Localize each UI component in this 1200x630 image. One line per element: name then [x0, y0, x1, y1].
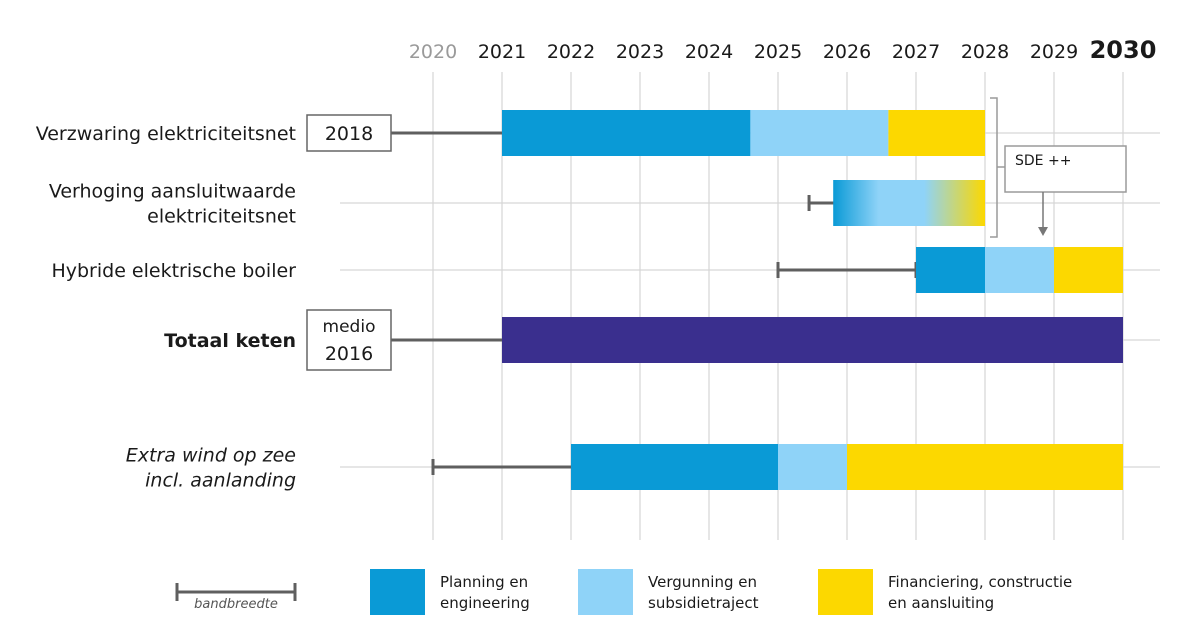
row-label-totaal: Totaal keten — [164, 330, 296, 352]
year-tick-2027: 2027 — [892, 41, 940, 63]
bar-layer — [502, 110, 1123, 490]
legend: bandbreedte Planning en engineering Vergunn… — [175, 569, 1072, 615]
bar-wind-vergunning — [778, 444, 847, 490]
bar-hybride-planning — [916, 247, 985, 293]
row-label-verhoging: Verhoging aansluitwaarde — [49, 181, 296, 203]
year-tick-2029: 2029 — [1030, 41, 1078, 63]
year-tick-2021: 2021 — [478, 41, 526, 63]
legend-band-label: bandbreedte — [194, 597, 278, 612]
year-tick-2030: 2030 — [1090, 36, 1157, 64]
row-label-verhoging: elektriciteitsnet — [147, 206, 296, 228]
year-tick-2024: 2024 — [685, 41, 733, 63]
row-label-verzwaring: Verzwaring elektriciteitsnet — [36, 123, 296, 145]
legend-label-vergunning: subsidietraject — [648, 594, 759, 612]
sde-box — [1004, 145, 1127, 193]
start-box-text-totaal: 2016 — [325, 343, 373, 365]
sde-bracket — [990, 97, 998, 238]
bar-hybride-financiering — [1054, 247, 1123, 293]
row-label-wind: Extra wind op zee — [126, 445, 296, 467]
year-tick-2023: 2023 — [616, 41, 664, 63]
legend-swatch-planning — [370, 569, 425, 615]
year-tick-2026: 2026 — [823, 41, 871, 63]
row-label-hybride: Hybride elektrische boiler — [51, 260, 296, 282]
band-layer — [391, 125, 918, 475]
sde-label: SDE ++ — [1015, 153, 1071, 169]
start-box-verzwaring — [306, 114, 392, 152]
row-labels: Verzwaring elektriciteitsnet 2018 Verhogin… — [36, 114, 392, 492]
legend-label-planning: Planning en — [440, 573, 528, 591]
legend-swatch-vergunning — [578, 569, 633, 615]
bar-verzwaring-vergunning — [750, 110, 889, 156]
year-tick-2025: 2025 — [754, 41, 802, 63]
year-tick-2020: 2020 — [409, 41, 457, 63]
bar-hybride-vergunning — [985, 247, 1054, 293]
year-tick-2028: 2028 — [961, 41, 1009, 63]
bar-verzwaring-planning — [502, 110, 751, 156]
sde-arrow-head — [1038, 227, 1048, 236]
start-box-text-totaal: medio — [323, 317, 376, 337]
legend-label-vergunning: Vergunning en — [648, 573, 757, 591]
legend-label-planning: engineering — [440, 594, 530, 612]
year-tick-2022: 2022 — [547, 41, 595, 63]
start-box-totaal — [306, 309, 392, 371]
legend-swatch-financiering — [818, 569, 873, 615]
bar-verhoging-gradient — [833, 180, 985, 226]
year-axis: 2020 2021 2022 2023 2024 2025 2026 2027 2028 2029… — [409, 36, 1157, 64]
row-label-wind: incl. aanlanding — [145, 470, 296, 492]
legend-label-financiering: en aansluiting — [888, 594, 994, 612]
sde-annotation: SDE ++ — [990, 97, 1127, 238]
bar-totaal-totaal — [502, 317, 1123, 363]
start-box-text-verzwaring: 2018 — [325, 123, 373, 145]
bar-wind-financiering — [847, 444, 1123, 490]
bar-wind-planning — [571, 444, 778, 490]
bar-verzwaring-financiering — [888, 110, 985, 156]
legend-label-financiering: Financiering, constructie — [888, 573, 1072, 591]
